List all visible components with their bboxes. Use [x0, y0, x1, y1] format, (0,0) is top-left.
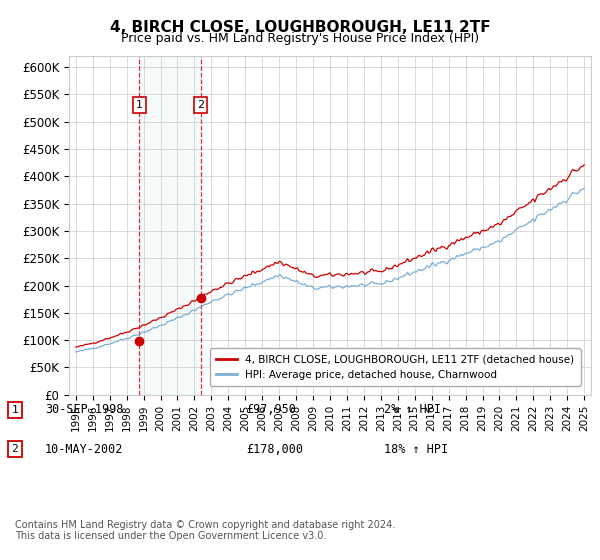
- Text: 2: 2: [197, 100, 204, 110]
- Text: 10-MAY-2002: 10-MAY-2002: [45, 442, 124, 456]
- Text: 1: 1: [11, 405, 19, 415]
- Text: Contains HM Land Registry data © Crown copyright and database right 2024.: Contains HM Land Registry data © Crown c…: [15, 520, 395, 530]
- Text: £97,950: £97,950: [246, 403, 296, 417]
- Bar: [139, 56, 200, 395]
- Text: 2: 2: [11, 444, 19, 454]
- Text: £178,000: £178,000: [246, 442, 303, 456]
- Text: 4, BIRCH CLOSE, LOUGHBOROUGH, LE11 2TF: 4, BIRCH CLOSE, LOUGHBOROUGH, LE11 2TF: [110, 20, 490, 35]
- Text: This data is licensed under the Open Government Licence v3.0.: This data is licensed under the Open Gov…: [15, 531, 326, 541]
- Text: Price paid vs. HM Land Registry's House Price Index (HPI): Price paid vs. HM Land Registry's House …: [121, 32, 479, 45]
- Text: 30-SEP-1998: 30-SEP-1998: [45, 403, 124, 417]
- Legend: 4, BIRCH CLOSE, LOUGHBOROUGH, LE11 2TF (detached house), HPI: Average price, det: 4, BIRCH CLOSE, LOUGHBOROUGH, LE11 2TF (…: [210, 348, 581, 386]
- Text: 2% ↑ HPI: 2% ↑ HPI: [384, 403, 441, 417]
- Text: 18% ↑ HPI: 18% ↑ HPI: [384, 442, 448, 456]
- Text: 1: 1: [136, 100, 143, 110]
